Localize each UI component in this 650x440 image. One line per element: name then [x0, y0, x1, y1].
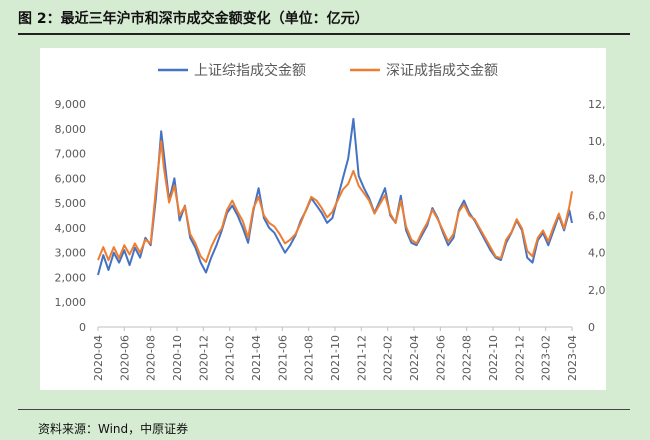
y-right-tick-label: 12,000	[588, 98, 606, 111]
axes: 2020-04 2020-06 2020-08 2020-10 2020-12 2021-…	[55, 98, 627, 381]
y-left-tick-label: 5,000	[55, 197, 87, 210]
x-tick-label: 2022-12	[513, 335, 526, 381]
x-tick-label: 2021-08	[303, 335, 316, 381]
y-right-tick-label: 2,000	[588, 284, 606, 297]
x-tick-label: 2021-02	[224, 335, 237, 381]
y-right-tick-label: 10,000	[588, 135, 606, 148]
x-tick-label: 2020-04	[92, 335, 105, 381]
x-tick-label: 2020-06	[118, 335, 131, 381]
legend-label: 深证成指成交金额	[386, 62, 498, 79]
y-left-tick-label: 1,000	[55, 296, 87, 309]
y-left-tick-label: 7,000	[55, 148, 87, 161]
y-right-tick-label: 8,000	[588, 172, 606, 185]
x-tick-label: 2021-04	[250, 335, 263, 381]
legend: 上证综指成交金额 深证成指成交金额	[158, 62, 498, 79]
x-tick-label: 2022-06	[434, 335, 447, 381]
title-divider	[18, 33, 630, 35]
x-tick-label: 2021-10	[329, 335, 342, 381]
x-tick-label: 2023-04	[566, 335, 579, 381]
figure-title: 图 2：最近三年沪市和深市成交金额变化（单位：亿元）	[18, 11, 369, 27]
x-tick-label: 2022-10	[487, 335, 500, 381]
y-left-tick-label: 2,000	[55, 271, 87, 284]
y-left-tick-label: 9,000	[55, 98, 87, 111]
y-left-tick-label: 0	[79, 321, 86, 334]
x-tick-label: 2021-12	[355, 335, 368, 381]
x-tick-label: 2022-02	[382, 335, 395, 381]
x-tick-label: 2020-10	[171, 335, 184, 381]
series-line-szse	[97, 140, 573, 263]
y-right-tick-label: 4,000	[588, 247, 606, 260]
y-right-tick-label: 6,000	[588, 210, 606, 223]
y-left-tick-label: 8,000	[55, 123, 87, 136]
y-left-tick-label: 4,000	[55, 222, 87, 235]
x-tick-label: 2020-12	[197, 335, 210, 381]
legend-label: 上证综指成交金额	[194, 62, 306, 79]
chart-panel: 上证综指成交金额 深证成指成交金额 2020-04 2020-06 2020-08 20…	[40, 48, 627, 390]
x-tick-label: 2022-08	[461, 335, 474, 381]
chart-svg: 上证综指成交金额 深证成指成交金额 2020-04 2020-06 2020-08 20…	[55, 62, 627, 381]
source-note: 资料来源：Wind，中原证券	[38, 422, 189, 436]
y-left-tick-label: 3,000	[55, 247, 87, 260]
x-tick-label: 2022-04	[408, 335, 421, 381]
y-left-tick-label: 6,000	[55, 172, 87, 185]
y-right-tick-label: 0	[588, 321, 595, 334]
footer-divider	[18, 409, 630, 410]
x-tick-label: 2023-02	[540, 335, 553, 381]
x-tick-label: 2020-08	[145, 335, 158, 381]
series-lines	[97, 117, 573, 276]
x-tick-label: 2021-06	[276, 335, 289, 381]
